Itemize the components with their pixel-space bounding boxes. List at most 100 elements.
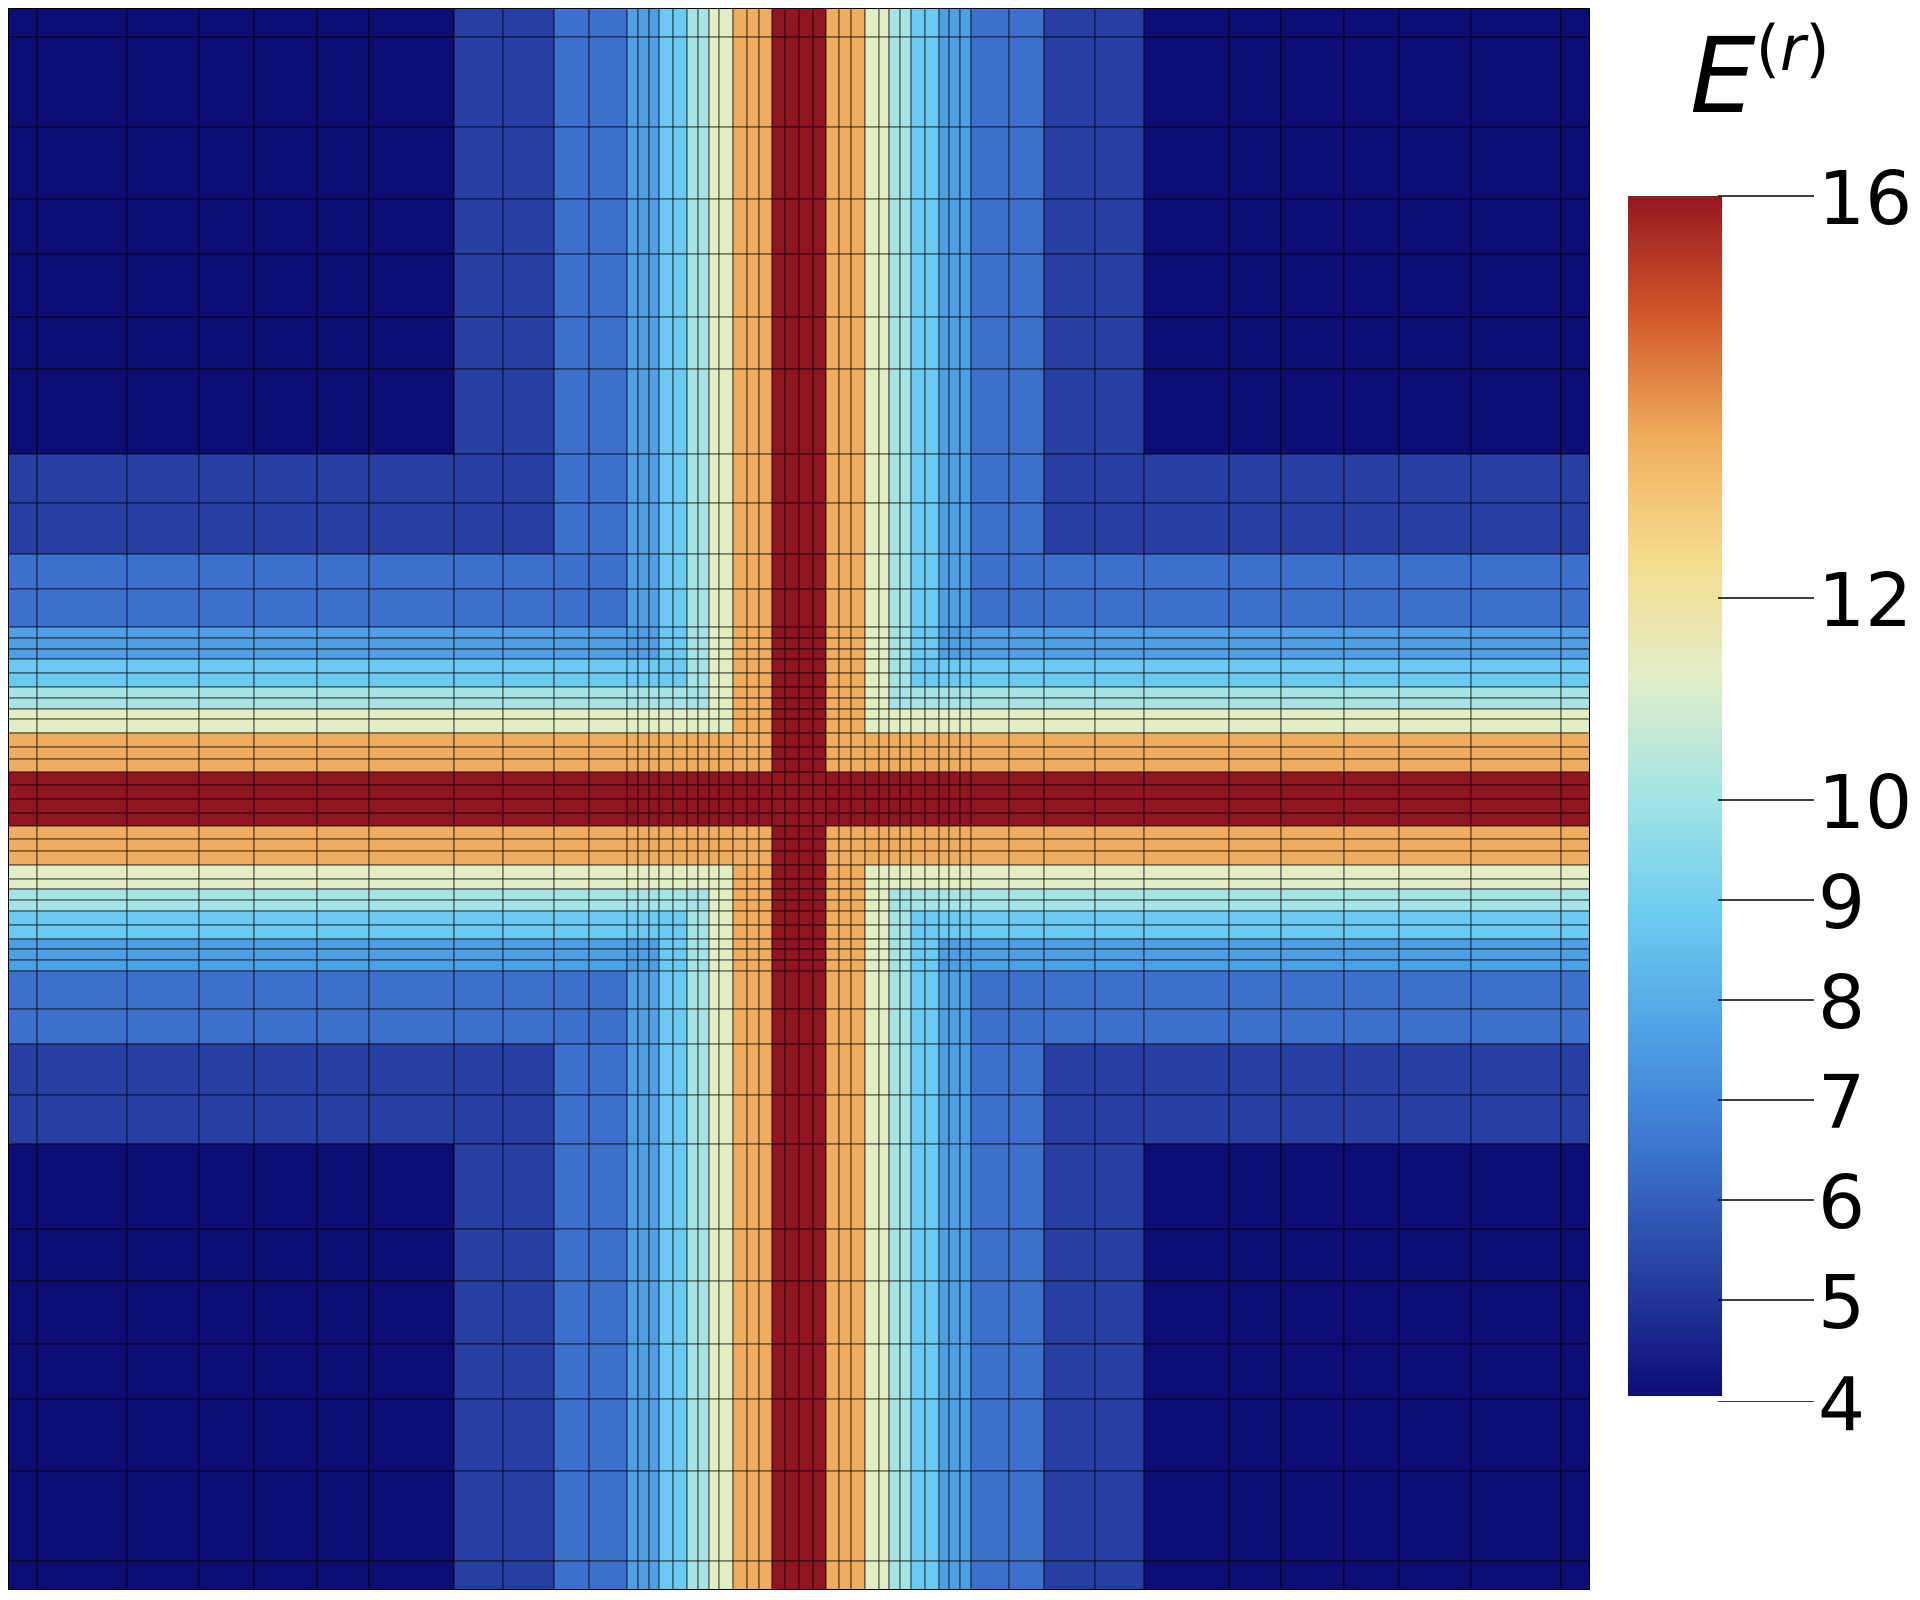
mesh-element [553,899,590,912]
mesh-element [198,888,255,901]
mesh-element [771,798,786,814]
mesh-element [1560,758,1590,773]
mesh-element [1228,1143,1282,1230]
mesh-element [708,878,720,890]
mesh-element [850,970,866,1010]
mesh-element [1143,910,1230,926]
mesh-element [588,1094,628,1145]
mesh-element [1560,626,1590,639]
mesh-element [970,1470,1010,1562]
mesh-element [1008,838,1045,852]
mesh-element [959,1343,972,1400]
mesh-element [253,1143,318,1230]
mesh-element [1560,502,1590,555]
mesh-element [850,672,866,688]
mesh-element [502,938,555,950]
mesh-element [850,758,866,773]
mesh-element [812,502,827,555]
mesh-element [588,771,628,786]
mesh-element [938,746,950,760]
mesh-element [1143,1043,1230,1096]
mesh-element [850,626,866,639]
mesh-element [850,732,866,748]
mesh-element [1043,746,1096,760]
mesh-element [850,637,866,650]
mesh-element [864,888,880,901]
mesh-element [878,1043,890,1096]
mesh-element [8,1343,38,1400]
mesh-element [1228,672,1282,688]
mesh-element [1470,910,1562,926]
mesh-element [1560,1043,1590,1096]
mesh-element [1043,1008,1096,1045]
mesh-element [1343,838,1400,852]
mesh-element [368,126,455,200]
mesh-element [637,1008,650,1045]
mesh-element [732,686,748,699]
mesh-element [588,1143,628,1230]
mesh-element [758,878,773,890]
mesh-element [1398,784,1472,800]
mesh-element [924,812,940,827]
mesh-element [798,626,814,639]
mesh-element [1398,648,1472,660]
mesh-element [838,368,852,455]
mesh-element [648,850,660,866]
mesh-element [588,637,628,650]
mesh-element [825,1280,840,1345]
mesh-element [1343,368,1400,455]
mesh-element [1470,672,1562,688]
mesh-element [1143,1143,1230,1230]
mesh-element [453,732,504,748]
mesh-element [771,746,786,760]
mesh-element [732,198,748,255]
colorbar [1628,196,1722,1396]
mesh-element [910,1343,926,1400]
mesh-element [672,36,688,128]
mesh-element [697,1094,710,1145]
mesh-element [850,798,866,814]
mesh-element [899,1343,912,1400]
mesh-element [1470,970,1562,1010]
mesh-element [1094,1560,1145,1590]
mesh-element [878,838,890,852]
mesh-element [899,746,912,760]
mesh-element [1560,708,1590,720]
mesh-element [718,672,734,688]
mesh-element [850,708,866,720]
mesh-element [798,553,814,590]
mesh-element [126,948,200,961]
mesh-element [637,658,650,674]
mesh-element [686,1008,699,1045]
mesh-element [812,746,827,760]
mesh-element [708,732,720,748]
mesh-element [502,637,555,650]
mesh-element [637,1228,650,1282]
mesh-element [838,948,852,961]
mesh-element [453,588,504,628]
mesh-element [553,1280,590,1345]
mesh-element [878,758,890,773]
mesh-element [938,1560,950,1590]
mesh-element [637,850,650,866]
mesh-element [626,126,639,200]
mesh-element [758,1398,773,1472]
mesh-element [771,502,786,555]
mesh-element [126,938,200,950]
mesh-element [924,878,940,890]
mesh-element [970,316,1010,370]
mesh-element [1343,658,1400,674]
mesh-element [588,1560,628,1590]
mesh-element [888,718,901,734]
mesh-element [959,970,972,1010]
mesh-element [959,1280,972,1345]
mesh-element [453,888,504,901]
mesh-element [316,1008,370,1045]
mesh-element [771,1143,786,1230]
mesh-element [1398,672,1472,688]
mesh-element [36,626,128,639]
mesh-element [658,36,674,128]
mesh-element [784,938,800,950]
mesh-element [648,899,660,912]
mesh-element [126,1043,200,1096]
